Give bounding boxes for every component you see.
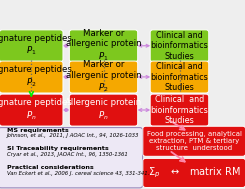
Text: Signature peptides
$P_1$: Signature peptides $P_1$ <box>0 34 72 57</box>
Text: Marker or
allergenic protein
$P_2$: Marker or allergenic protein $P_2$ <box>66 60 141 94</box>
Text: Van Eckert et al., 2006 J. cereal science 43, 331-341.: Van Eckert et al., 2006 J. cereal scienc… <box>7 170 150 176</box>
FancyBboxPatch shape <box>0 128 143 188</box>
FancyBboxPatch shape <box>69 30 138 62</box>
Text: Signature peptides
$P_n$: Signature peptides $P_n$ <box>0 98 72 122</box>
FancyBboxPatch shape <box>150 30 209 62</box>
Text: Cryar et al., 2013, JAOAC Int., 96, 1350-1361: Cryar et al., 2013, JAOAC Int., 96, 1350… <box>7 152 128 157</box>
Text: SI Traceability requirements: SI Traceability requirements <box>7 146 109 151</box>
Text: $\Sigma_p$   $\leftrightarrow$   matrix RM: $\Sigma_p$ $\leftrightarrow$ matrix RM <box>148 166 241 180</box>
FancyBboxPatch shape <box>69 94 138 126</box>
Text: Practical considerations: Practical considerations <box>7 165 94 170</box>
Text: MS requirements: MS requirements <box>7 128 69 133</box>
Text: Clinical  and
bioinformatics
Studies: Clinical and bioinformatics Studies <box>151 95 208 125</box>
Text: Clinical and
bioinformatics
Studies: Clinical and bioinformatics Studies <box>151 62 208 92</box>
Text: Food processing, analytical
extraction, PTM & tertiary
structure  understood: Food processing, analytical extraction, … <box>147 131 242 151</box>
FancyBboxPatch shape <box>143 126 245 156</box>
Text: Marker or
allergenic protein
$P_1$: Marker or allergenic protein $P_1$ <box>66 29 141 63</box>
Text: Clinical and
bioinformatics
Studies: Clinical and bioinformatics Studies <box>151 31 208 61</box>
Text: Johnson, et al.,  2011, J AOAC Int., 94, 1026-1033: Johnson, et al., 2011, J AOAC Int., 94, … <box>7 133 140 138</box>
FancyBboxPatch shape <box>143 158 245 187</box>
FancyBboxPatch shape <box>150 94 209 126</box>
FancyBboxPatch shape <box>0 30 63 62</box>
Text: Allergenic protein
$P_n$: Allergenic protein $P_n$ <box>65 98 142 122</box>
FancyBboxPatch shape <box>69 61 138 93</box>
Text: Signature peptides
$P_2$: Signature peptides $P_2$ <box>0 65 72 89</box>
FancyBboxPatch shape <box>0 94 63 126</box>
FancyBboxPatch shape <box>150 61 209 93</box>
FancyBboxPatch shape <box>0 61 63 93</box>
